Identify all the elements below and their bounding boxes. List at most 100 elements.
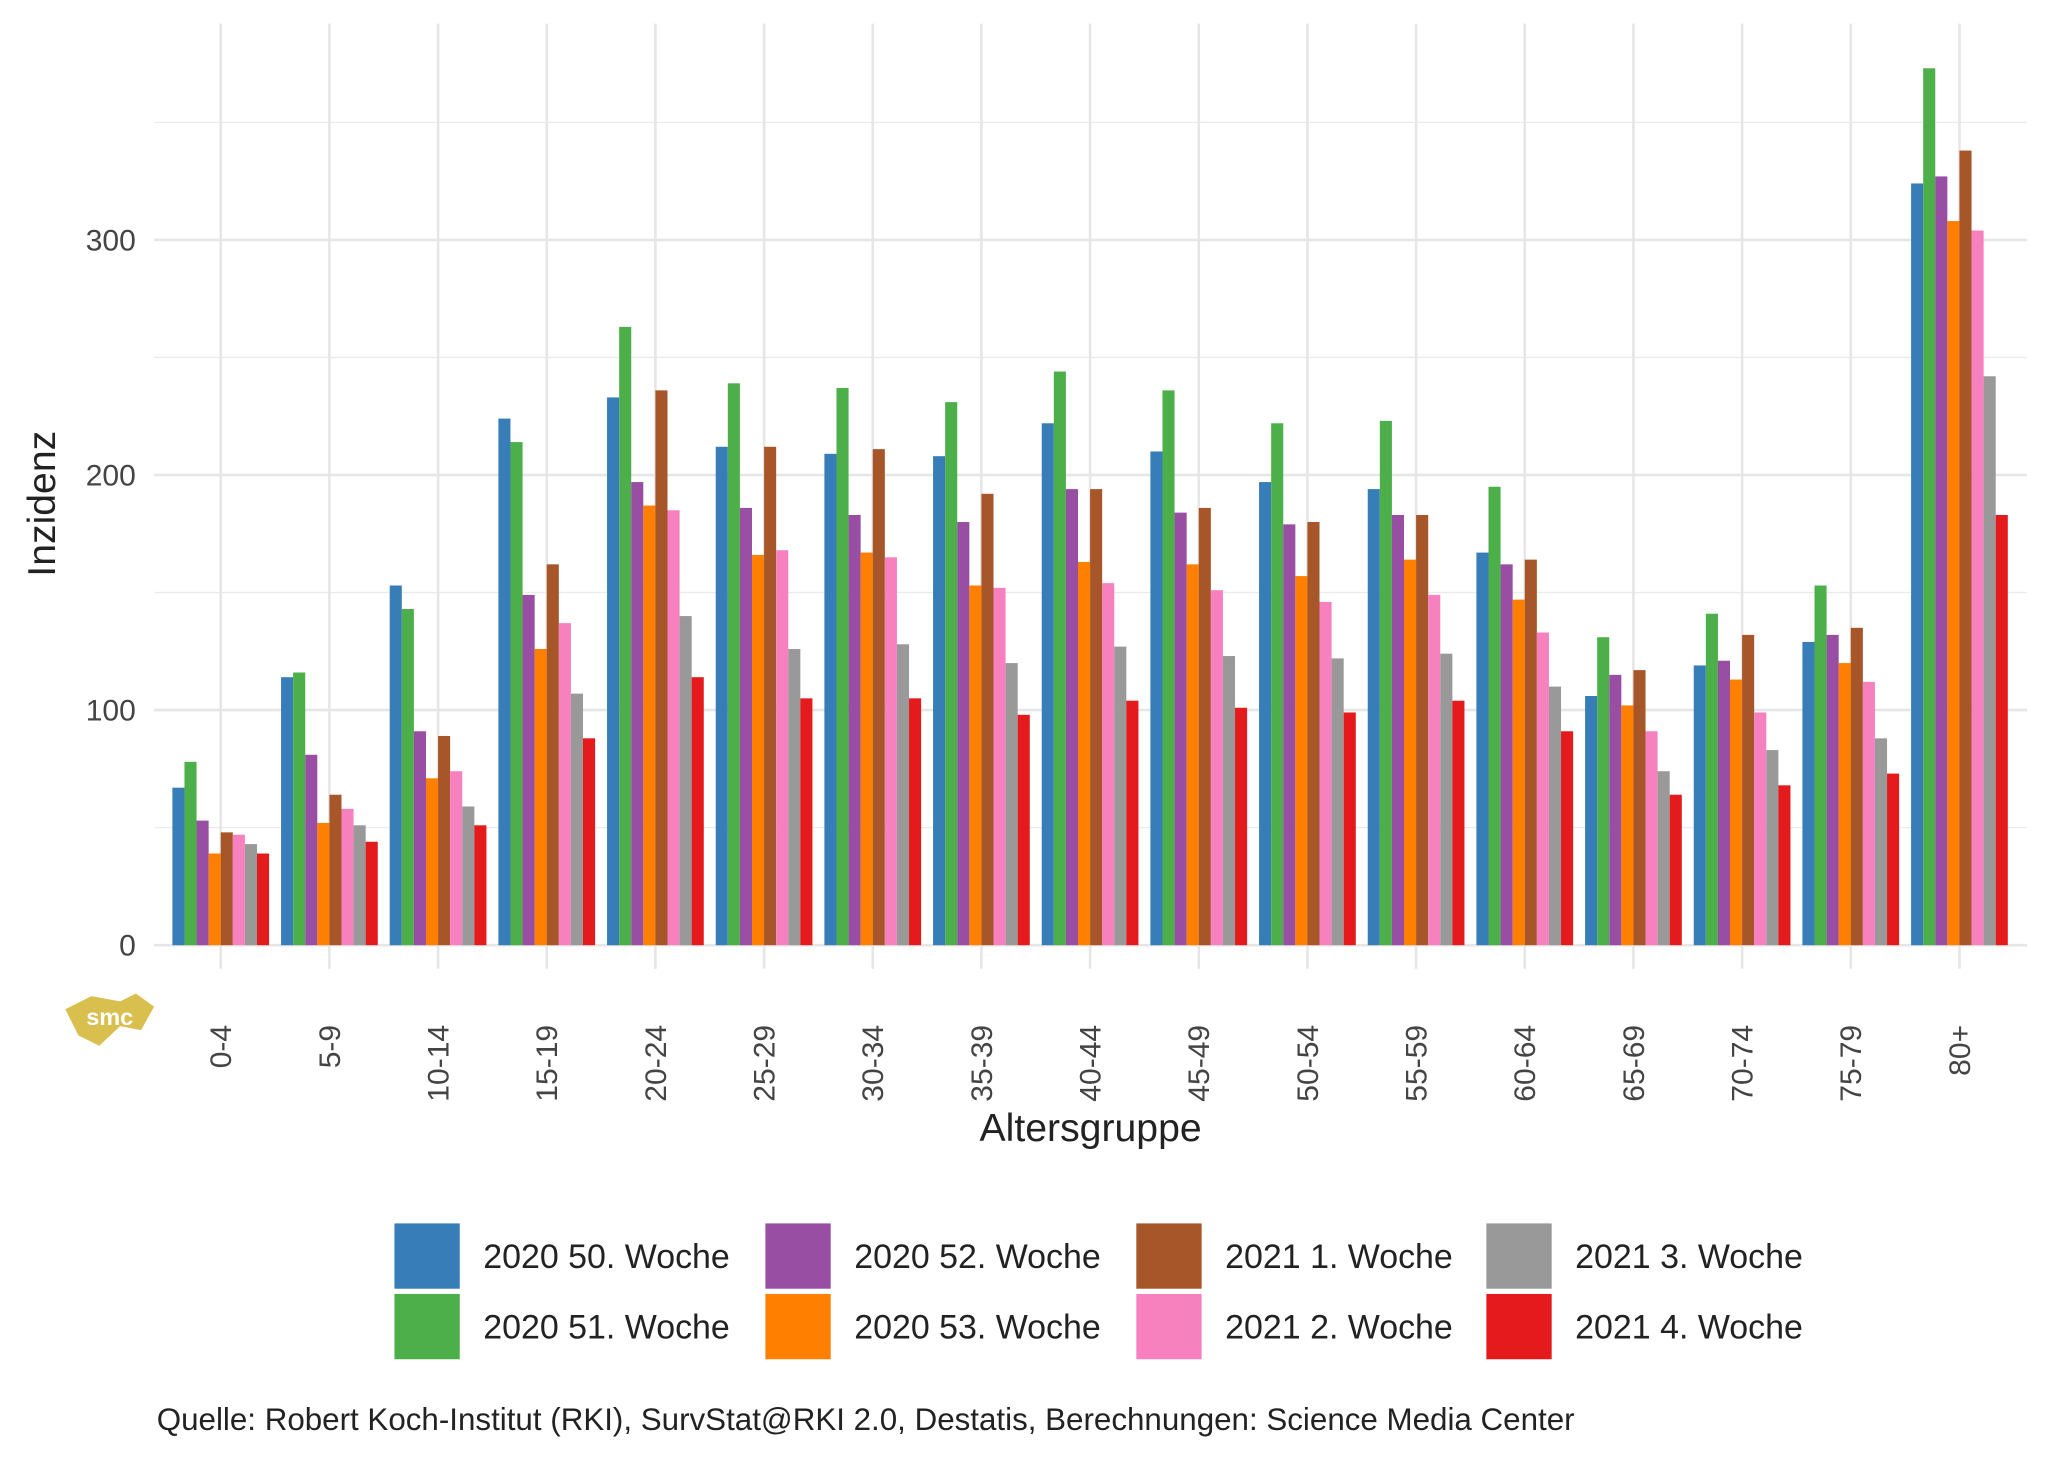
bar bbox=[232, 834, 245, 946]
bar bbox=[1536, 632, 1549, 946]
bar bbox=[1874, 738, 1888, 946]
x-tick-label: 0-4 bbox=[205, 1025, 238, 1068]
x-tick-label: 20-24 bbox=[640, 1025, 673, 1102]
x-tick-label: 15-19 bbox=[531, 1025, 564, 1102]
bar bbox=[1705, 613, 1718, 946]
legend-key bbox=[1486, 1223, 1552, 1289]
bar bbox=[1657, 771, 1670, 946]
bar bbox=[1609, 674, 1622, 946]
bar bbox=[860, 552, 873, 946]
bar bbox=[969, 585, 982, 946]
bar bbox=[872, 449, 885, 946]
x-tick-label: 35-39 bbox=[966, 1025, 999, 1102]
bar bbox=[353, 825, 366, 946]
bar bbox=[957, 522, 970, 946]
bar bbox=[401, 609, 414, 946]
legend-label: 2021 3. Woche bbox=[1575, 1238, 1803, 1276]
bar bbox=[305, 754, 318, 946]
bar bbox=[462, 806, 475, 946]
bar bbox=[1778, 785, 1791, 946]
bar bbox=[1524, 559, 1537, 946]
x-tick-label: 60-64 bbox=[1509, 1025, 1542, 1102]
bar bbox=[1331, 658, 1344, 946]
bar bbox=[1210, 590, 1223, 946]
x-tick-label: 55-59 bbox=[1401, 1025, 1434, 1102]
legend-label: 2020 52. Woche bbox=[854, 1238, 1101, 1276]
x-tick-label: 70-74 bbox=[1727, 1025, 1760, 1102]
bar bbox=[1428, 594, 1441, 946]
bar bbox=[1561, 731, 1574, 946]
bar bbox=[1693, 665, 1706, 946]
bar bbox=[546, 564, 559, 946]
bar bbox=[1947, 221, 1960, 946]
y-axis-title: Inzidenz bbox=[21, 431, 64, 577]
bar bbox=[1887, 773, 1900, 946]
bar bbox=[1717, 660, 1731, 946]
y-tick-label: 200 bbox=[86, 459, 136, 492]
bar bbox=[1053, 371, 1066, 946]
bar bbox=[281, 677, 294, 946]
bar bbox=[1766, 750, 1779, 946]
bar bbox=[1935, 176, 1948, 946]
bar bbox=[993, 587, 1006, 946]
bar bbox=[1307, 522, 1320, 946]
bar bbox=[1126, 700, 1139, 946]
bar bbox=[583, 738, 596, 946]
bar bbox=[1271, 423, 1284, 946]
bar bbox=[667, 510, 680, 946]
bar bbox=[751, 554, 765, 946]
bar bbox=[474, 825, 487, 946]
bar bbox=[1959, 150, 1972, 946]
bar bbox=[244, 844, 258, 946]
bar bbox=[655, 390, 668, 946]
bar bbox=[184, 761, 197, 946]
x-tick-label: 50-54 bbox=[1292, 1025, 1325, 1102]
bar bbox=[1017, 714, 1030, 946]
bar bbox=[1862, 681, 1875, 946]
legend-label: 2021 4. Woche bbox=[1575, 1308, 1803, 1346]
bar bbox=[1367, 489, 1380, 946]
bar bbox=[1078, 561, 1091, 946]
bar bbox=[1814, 585, 1827, 946]
bar bbox=[607, 397, 620, 946]
bar bbox=[764, 446, 777, 946]
bar bbox=[1669, 794, 1682, 946]
bar bbox=[1259, 482, 1272, 946]
bar bbox=[1802, 641, 1815, 946]
bar bbox=[1488, 486, 1501, 946]
legend-key bbox=[1136, 1293, 1202, 1360]
legend-label: 2021 1. Woche bbox=[1225, 1238, 1453, 1276]
bar bbox=[450, 771, 463, 946]
bar bbox=[727, 383, 740, 946]
bar bbox=[1633, 670, 1646, 946]
bar bbox=[1391, 514, 1405, 946]
bar bbox=[329, 794, 342, 946]
bar bbox=[1150, 451, 1163, 946]
bar bbox=[1404, 559, 1417, 946]
bar bbox=[257, 853, 270, 946]
x-tick-label: 80+ bbox=[1944, 1025, 1977, 1076]
bar bbox=[1621, 705, 1634, 946]
bar bbox=[522, 594, 535, 946]
bar bbox=[1379, 420, 1392, 946]
legend-label: 2020 51. Woche bbox=[483, 1308, 730, 1346]
bar bbox=[1911, 183, 1924, 946]
bar bbox=[643, 505, 656, 946]
legend-key bbox=[765, 1293, 831, 1360]
bar bbox=[317, 822, 330, 946]
bar bbox=[824, 453, 837, 946]
legend-key bbox=[394, 1293, 460, 1360]
y-tick-label: 100 bbox=[86, 695, 136, 728]
y-tick-label: 0 bbox=[119, 930, 136, 963]
legend-key bbox=[1136, 1223, 1202, 1289]
bar bbox=[909, 698, 922, 946]
bar bbox=[848, 514, 861, 946]
bar bbox=[498, 418, 511, 946]
x-tick-label: 10-14 bbox=[423, 1025, 456, 1102]
bar bbox=[1742, 634, 1755, 946]
bar bbox=[1971, 230, 1984, 946]
bar bbox=[1295, 576, 1308, 946]
bar bbox=[1730, 679, 1743, 946]
bar bbox=[1548, 686, 1562, 946]
